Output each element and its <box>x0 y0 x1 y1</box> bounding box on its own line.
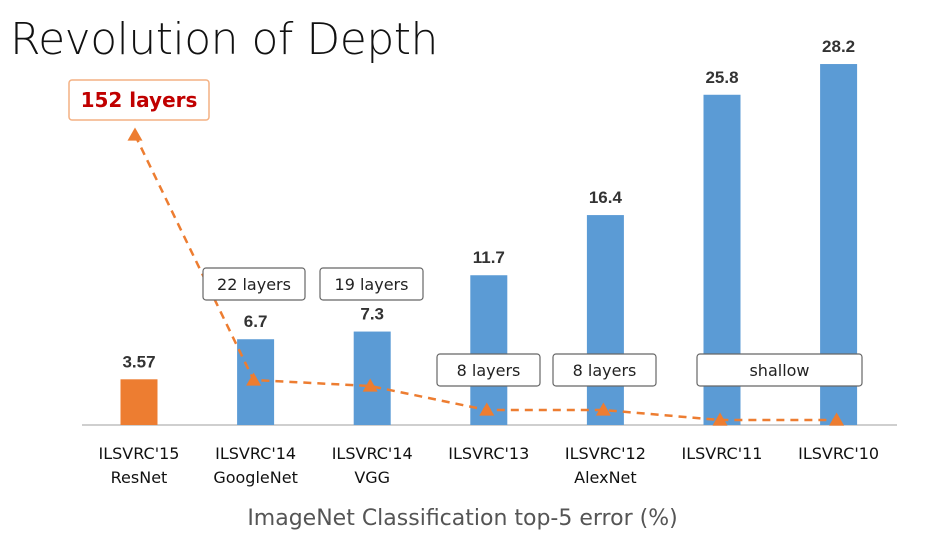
tick-label: VGG <box>354 468 390 487</box>
data-label: 28.2 <box>822 37 855 56</box>
bar <box>586 215 624 425</box>
depth-marker <box>479 402 495 416</box>
layer-annotation-box <box>202 267 306 301</box>
layer-annotation-label: 152 layers <box>81 88 198 112</box>
data-label: 25.8 <box>705 68 738 87</box>
tick-label: ILSVRC'15 <box>99 444 180 463</box>
tick-label: GoogleNet <box>213 468 298 487</box>
data-label: 16.4 <box>589 188 623 207</box>
depth-marker <box>595 402 611 416</box>
data-label: 6.7 <box>244 312 268 331</box>
tick-label: ILSVRC'10 <box>798 444 879 463</box>
layer-annotation-box <box>68 79 210 121</box>
layer-annotation-box <box>319 267 424 301</box>
layer-annotation-box <box>696 353 863 387</box>
depth-marker <box>362 378 378 392</box>
tick-label: ILSVRC'13 <box>448 444 529 463</box>
layer-annotation-label: 19 layers <box>335 275 409 294</box>
layer-annotation-label: 22 layers <box>217 275 291 294</box>
x-axis-title: ImageNet Classification top-5 error (%) <box>247 506 678 531</box>
layer-annotation-box <box>436 353 541 387</box>
depth-marker <box>246 372 262 386</box>
tick-label: ILSVRC'12 <box>565 444 646 463</box>
layer-annotation-box <box>552 353 657 387</box>
tick-label: ILSVRC'11 <box>682 444 763 463</box>
tick-label: AlexNet <box>574 468 637 487</box>
tick-label: ResNet <box>111 468 168 487</box>
bar <box>120 379 158 425</box>
tick-label: ILSVRC'14 <box>215 444 296 463</box>
layer-annotation-label: shallow <box>749 361 809 380</box>
depth-marker <box>127 127 143 141</box>
tick-label: ILSVRC'14 <box>332 444 413 463</box>
data-label: 11.7 <box>473 248 505 267</box>
chart-title: Revolution of Depth <box>10 14 438 65</box>
data-label: 7.3 <box>360 305 384 324</box>
layer-annotation-label: 8 layers <box>573 361 637 380</box>
depth-marker <box>712 412 728 426</box>
bar <box>353 331 391 425</box>
depth-marker <box>829 412 845 426</box>
data-label: 3.57 <box>122 352 155 371</box>
bar <box>470 275 508 425</box>
layer-annotation-label: 8 layers <box>457 361 521 380</box>
